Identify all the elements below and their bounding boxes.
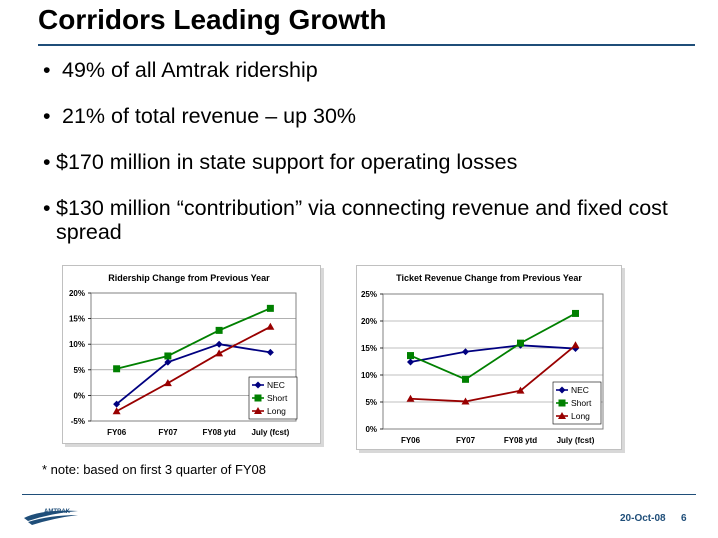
y-tick-label: 0% (365, 425, 377, 434)
bullet-dot-icon: • (43, 196, 51, 220)
y-tick-label: 5% (365, 398, 377, 407)
data-point-short (462, 375, 469, 383)
data-point-short (407, 352, 414, 360)
bullet-text: $170 million in state support for operat… (56, 150, 518, 174)
footer-date: 20-Oct-08 (620, 513, 666, 524)
title-divider (38, 44, 695, 46)
bullet-dot-icon: • (43, 150, 51, 174)
legend-label: NEC (571, 385, 589, 395)
data-point-nec (407, 358, 414, 366)
y-tick-label: 15% (361, 344, 377, 353)
series-line-long (116, 325, 271, 413)
x-tick-label: FY07 (158, 428, 178, 437)
amtrak-logo: AMTRAK (22, 505, 80, 532)
ridership-chart: Ridership Change from Previous Year -5% 0%… (62, 265, 321, 444)
legend-label: NEC (267, 380, 285, 390)
bullet-text: 21% of total revenue – up 30% (62, 104, 357, 128)
x-tick-label: FY06 (107, 428, 127, 437)
data-point-short (572, 309, 579, 317)
x-tick-label: FY08 ytd (504, 436, 537, 445)
data-point-nec (113, 400, 121, 408)
legend-label: Long (571, 411, 590, 421)
legend-marker-nec (558, 386, 566, 394)
bullet-list: • 49% of all Amtrak ridership • 21% of tot… (43, 58, 694, 266)
y-tick-label: -5% (71, 417, 85, 426)
revenue-chart-svg: Ticket Revenue Change from Previous Year… (361, 273, 604, 445)
legend-marker-nec (254, 381, 262, 389)
legend-marker-short (558, 399, 566, 407)
legend-label: Short (571, 398, 592, 408)
y-tick-label: 5% (73, 366, 85, 375)
y-tick-label: 10% (69, 340, 85, 349)
data-point-short (215, 326, 223, 334)
data-point-long (266, 322, 275, 330)
y-tick-label: 15% (69, 315, 85, 324)
data-point-nec (462, 348, 469, 356)
data-point-long (461, 397, 470, 405)
bullet-item: • $130 million “contribution” via connect… (43, 196, 694, 244)
bullet-item: • $170 million in state support for opera… (43, 150, 694, 174)
y-tick-label: 20% (69, 289, 85, 298)
x-tick-label: FY07 (456, 436, 476, 445)
data-point-nec (164, 358, 172, 366)
data-point-long (163, 379, 172, 387)
series-line-short (410, 312, 576, 381)
data-point-nec (266, 348, 274, 356)
data-point-short (164, 352, 172, 360)
data-point-long (571, 341, 580, 349)
revenue-chart: Ticket Revenue Change from Previous Year… (356, 265, 622, 450)
page-number: 6 (681, 513, 687, 524)
chart-title: Ridership Change from Previous Year (108, 273, 270, 283)
bullet-dot-icon: • (43, 58, 51, 82)
legend-label: Short (267, 393, 288, 403)
y-tick-label: 10% (361, 371, 377, 380)
data-point-long (516, 386, 525, 394)
ridership-chart-svg: Ridership Change from Previous Year -5% 0%… (69, 273, 298, 437)
bullet-text: 49% of all Amtrak ridership (62, 58, 318, 82)
legend-marker-long (558, 412, 566, 419)
legend-marker-short (254, 394, 262, 402)
footer-divider (22, 494, 696, 495)
series-line-nec (116, 343, 271, 405)
y-tick-label: 20% (361, 317, 377, 326)
legend-label: Long (267, 406, 286, 416)
data-point-short (113, 365, 121, 373)
data-point-short (266, 304, 274, 312)
bullet-text: $130 million “contribution” via connecti… (56, 196, 668, 244)
footnote: * note: based on first 3 quarter of FY08 (42, 462, 267, 477)
data-point-nec (215, 340, 223, 348)
bullet-dot-icon: • (43, 104, 51, 128)
chart-title: Ticket Revenue Change from Previous Year (396, 273, 582, 283)
series-line-long (410, 344, 577, 403)
bullet-item: • 49% of all Amtrak ridership (43, 58, 694, 82)
bullet-item: • 21% of total revenue – up 30% (43, 104, 694, 128)
y-tick-label: 0% (73, 391, 85, 400)
series-line-nec (410, 344, 576, 363)
x-tick-label: FY08 ytd (202, 428, 235, 437)
data-point-long (112, 407, 121, 415)
logo-text: AMTRAK (44, 509, 71, 515)
x-tick-label: FY06 (401, 436, 421, 445)
x-tick-label: July (fcst) (251, 428, 289, 437)
data-point-long (406, 394, 415, 402)
y-tick-label: 25% (361, 290, 377, 299)
page-title: Corridors Leading Growth (38, 4, 387, 35)
data-point-long (215, 349, 224, 357)
data-point-short (517, 339, 524, 347)
series-line-short (116, 307, 271, 370)
x-tick-label: July (fcst) (557, 436, 595, 445)
legend-marker-long (254, 407, 262, 414)
